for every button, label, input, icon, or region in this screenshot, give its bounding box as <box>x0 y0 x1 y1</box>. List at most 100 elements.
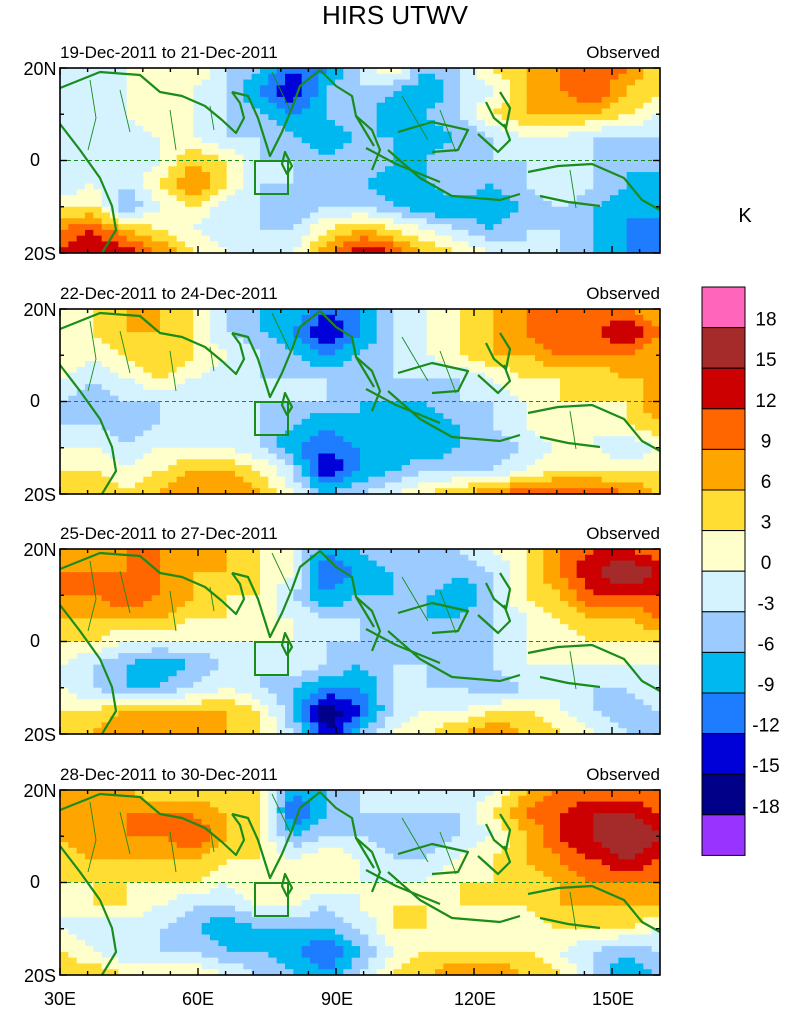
field-cell <box>460 148 469 156</box>
field-cell <box>610 183 619 191</box>
field-cell <box>335 320 344 327</box>
field-cell <box>351 148 361 156</box>
field-cell <box>501 424 511 432</box>
field-cell <box>476 554 486 562</box>
field-cell <box>543 131 553 138</box>
field-cell <box>451 372 461 379</box>
field-cell <box>260 349 269 356</box>
field-cell <box>535 96 544 104</box>
field-cell <box>218 441 228 449</box>
field-cell <box>318 148 328 156</box>
field-cell <box>318 349 328 356</box>
field-cell <box>601 183 611 191</box>
field-cell <box>418 120 428 127</box>
field-cell <box>585 224 594 231</box>
field-cell <box>518 560 528 567</box>
field-cell <box>585 102 594 110</box>
field-cell <box>410 91 419 98</box>
field-cell <box>76 309 86 316</box>
field-cell <box>268 378 278 385</box>
field-cell <box>501 200 511 208</box>
field-cell <box>135 183 144 191</box>
field-cell <box>460 166 469 173</box>
field-cell <box>210 453 219 460</box>
field-cell <box>593 355 603 362</box>
field-cell <box>443 224 453 231</box>
field-cell <box>126 166 136 173</box>
field-cell <box>351 549 361 556</box>
field-cell <box>160 68 169 75</box>
field-cell <box>351 166 361 173</box>
field-cell <box>193 447 203 455</box>
field-cell <box>376 407 386 414</box>
field-cell <box>268 183 278 191</box>
field-cell <box>526 549 536 556</box>
field-cell <box>176 241 186 248</box>
field-cell <box>243 424 253 432</box>
field-cell <box>543 79 553 86</box>
field-cell <box>326 148 336 156</box>
field-cell <box>135 206 144 214</box>
field-cell <box>560 395 569 403</box>
field-cell <box>535 177 544 185</box>
field-cell <box>376 560 386 567</box>
field-cell <box>193 183 203 191</box>
field-cell <box>360 85 369 92</box>
field-cell <box>551 332 561 339</box>
field-cell <box>176 309 186 316</box>
field-cell <box>385 488 394 494</box>
field-cell <box>201 424 211 432</box>
field-cell <box>351 224 361 231</box>
field-cell <box>651 241 660 248</box>
field-cell <box>443 361 453 368</box>
field-cell <box>276 436 286 443</box>
field-cell <box>268 430 278 437</box>
field-cell <box>60 326 69 333</box>
field-cell <box>393 314 403 322</box>
field-cell <box>243 459 253 466</box>
field-cell <box>68 447 78 455</box>
field-cell <box>276 361 286 368</box>
field-cell <box>110 337 119 345</box>
field-cell <box>618 401 628 408</box>
field-cell <box>485 418 494 426</box>
field-cell <box>385 102 394 110</box>
field-cell <box>176 372 186 379</box>
field-cell <box>551 206 561 214</box>
field-cell <box>110 314 119 322</box>
field-cell <box>326 206 336 214</box>
field-cell <box>260 114 269 121</box>
field-cell <box>110 102 119 110</box>
field-cell <box>135 241 144 248</box>
field-cell <box>151 366 161 374</box>
field-cell <box>343 212 353 219</box>
field-cell <box>218 395 228 403</box>
field-cell <box>443 309 453 316</box>
field-cell <box>585 229 594 237</box>
field-cell <box>576 229 586 237</box>
field-cell <box>460 172 469 179</box>
field-cell <box>60 476 69 484</box>
field-cell <box>460 436 469 443</box>
field-cell <box>210 430 219 437</box>
field-cell <box>435 366 444 374</box>
field-cell <box>626 195 636 202</box>
field-cell <box>368 361 378 368</box>
field-cell <box>276 453 286 460</box>
field-cell <box>376 154 386 162</box>
field-cell <box>260 224 269 231</box>
field-cell <box>276 224 286 231</box>
field-cell <box>276 441 286 449</box>
field-cell <box>510 413 519 420</box>
field-cell <box>393 177 403 185</box>
field-cell <box>143 459 153 466</box>
field-cell <box>85 143 94 150</box>
field-cell <box>368 378 378 385</box>
field-cell <box>126 343 136 351</box>
field-cell <box>126 85 136 92</box>
field-cell <box>60 401 69 408</box>
field-cell <box>526 430 536 437</box>
field-cell <box>526 384 536 391</box>
field-cell <box>301 68 311 75</box>
